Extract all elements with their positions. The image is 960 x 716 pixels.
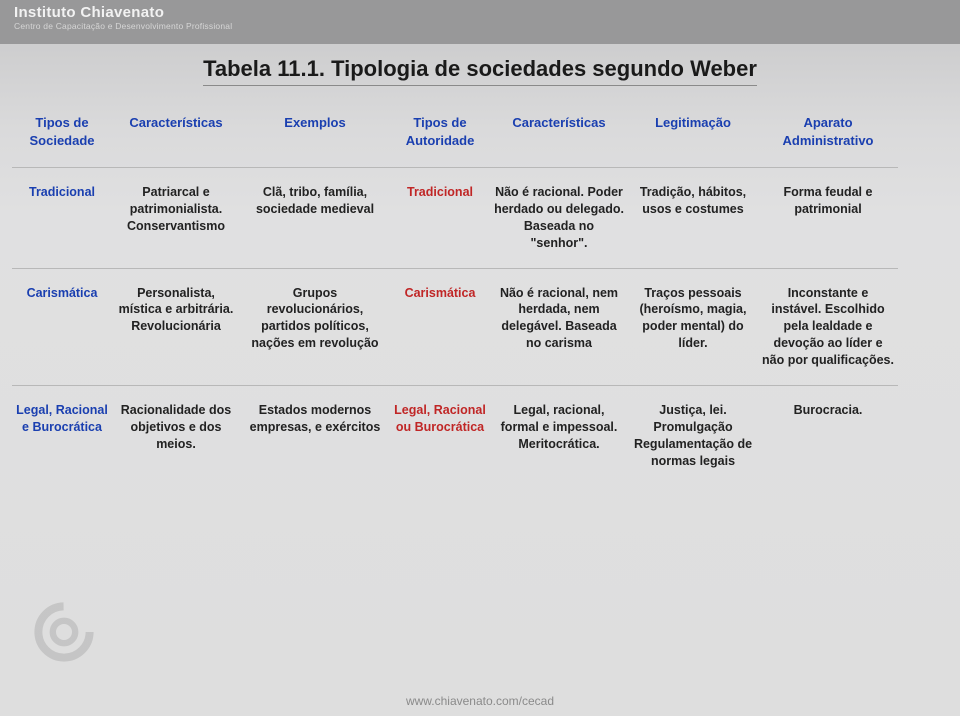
- title-container: Tabela 11.1. Tipologia de sociedades seg…: [0, 56, 960, 86]
- cell-examples: Grupos revolucionários, partidos polític…: [240, 269, 390, 386]
- cell-char-soc: Patriarcal e patrimonialista. Conservant…: [112, 168, 240, 269]
- cell-char-soc: Racionalidade dos objetivos e dos meios.: [112, 386, 240, 486]
- cell-apparatus: Inconstante e instável. Escolhido pela l…: [758, 269, 898, 386]
- cell-examples: Clã, tribo, família, sociedade medieval: [240, 168, 390, 269]
- cell-society: Legal, Racional e Burocrática: [12, 386, 112, 486]
- cell-society: Tradicional: [12, 168, 112, 269]
- cell-authority: Tradicional: [390, 168, 490, 269]
- institute-name: Instituto Chiavenato: [14, 4, 946, 21]
- weber-table: Tipos de Sociedade Características Exemp…: [12, 112, 948, 485]
- cell-authority: Carismática: [390, 269, 490, 386]
- brand-header: Instituto Chiavenato Centro de Capacitaç…: [0, 0, 960, 44]
- col-legit: Legitimação: [628, 112, 758, 168]
- cell-char-soc: Personalista, mística e arbitrária. Revo…: [112, 269, 240, 386]
- cell-apparatus: Forma feudal e patrimonial: [758, 168, 898, 269]
- footer-url: www.chiavenato.com/cecad: [0, 694, 960, 708]
- col-char-auth: Características: [490, 112, 628, 168]
- cell-legit: Justiça, lei. Promulgação Regulamentação…: [628, 386, 758, 486]
- col-apparatus: Aparato Administrativo: [758, 112, 898, 168]
- cell-examples: Estados modernos empresas, e exércitos: [240, 386, 390, 486]
- col-authority: Tipos de Autoridade: [390, 112, 490, 168]
- cell-apparatus: Burocracia.: [758, 386, 898, 486]
- institute-subtitle: Centro de Capacitação e Desenvolvimento …: [14, 21, 946, 31]
- cell-authority: Legal, Racional ou Burocrática: [390, 386, 490, 486]
- cell-society: Carismática: [12, 269, 112, 386]
- cell-char-auth: Legal, racional, formal e impessoal. Mer…: [490, 386, 628, 486]
- col-char-soc: Características: [112, 112, 240, 168]
- col-examples: Exemplos: [240, 112, 390, 168]
- col-society: Tipos de Sociedade: [12, 112, 112, 168]
- cell-char-auth: Não é racional, nem herdada, nem delegáv…: [490, 269, 628, 386]
- page-title: Tabela 11.1. Tipologia de sociedades seg…: [203, 56, 757, 86]
- cell-legit: Tradição, hábitos, usos e costumes: [628, 168, 758, 269]
- cell-legit: Traços pessoais (heroísmo, magia, poder …: [628, 269, 758, 386]
- watermark-icon: [24, 592, 104, 672]
- cell-char-auth: Não é racional. Poder herdado ou delegad…: [490, 168, 628, 269]
